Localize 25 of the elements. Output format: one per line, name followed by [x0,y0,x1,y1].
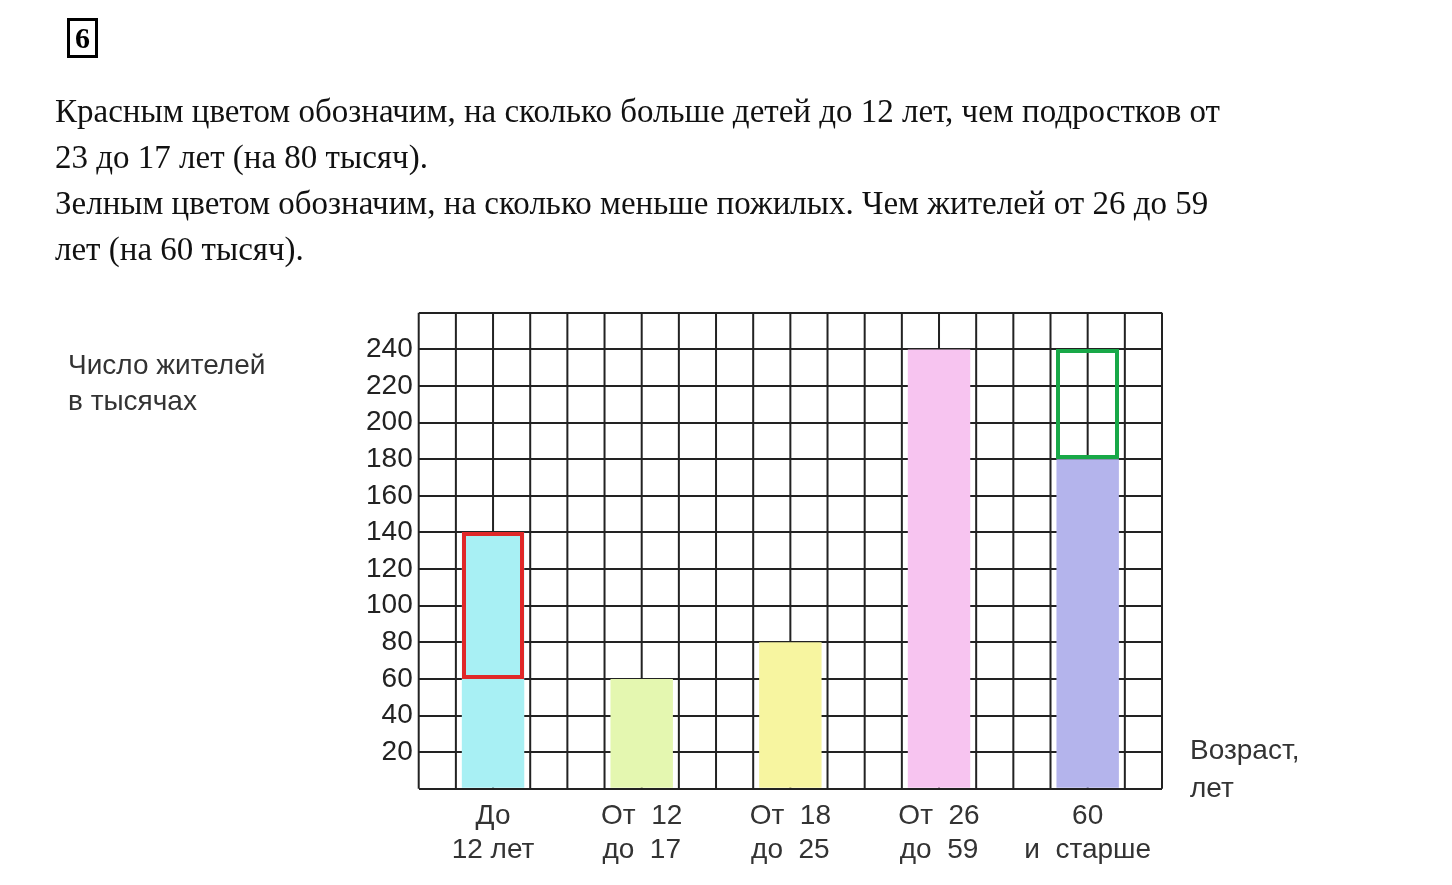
chart-title: Красным цветом обозначим, на сколько больше детей до 12 лет, чем подростков от 23 до 17 лет (на 80 тысяч). [55,92,1222,177]
x-axis-title: Возраст, лет [1190,733,1300,803]
bar [610,678,673,788]
y-tick-label: 240 [366,332,413,364]
y-tick-label: 120 [366,551,413,583]
y-tick-label: 80 [381,625,413,657]
y-tick-label: 220 [366,368,413,400]
y-tick-label: 140 [366,515,413,547]
y-tick-label: 180 [366,441,413,473]
x-tick-label: От 12 до 17 [601,799,683,864]
y-axis-title: Число жителей в тысячах [68,348,266,416]
y-tick-label: 100 [366,588,413,620]
y-tick-label: 20 [381,734,413,766]
x-tick-label: До 12 лет [451,799,535,864]
bar [759,642,822,788]
text: 6 [67,18,98,58]
chart-subtitle: Зелным цветом обозначим, на сколько меньше пожилых. Чем жителей от 26 до 59 лет (на 60 тысяч). [55,184,1210,269]
y-tick-label: 160 [366,478,413,510]
y-tick-label: 60 [381,661,413,693]
y-tick-label: 40 [381,698,413,730]
x-tick-label: От 26 до 59 [898,799,980,864]
bar [907,349,971,788]
x-tick-label: 60 и старше [1024,799,1152,864]
x-tick-label: От 18 до 25 [749,799,832,864]
y-tick-label: 200 [366,405,413,437]
